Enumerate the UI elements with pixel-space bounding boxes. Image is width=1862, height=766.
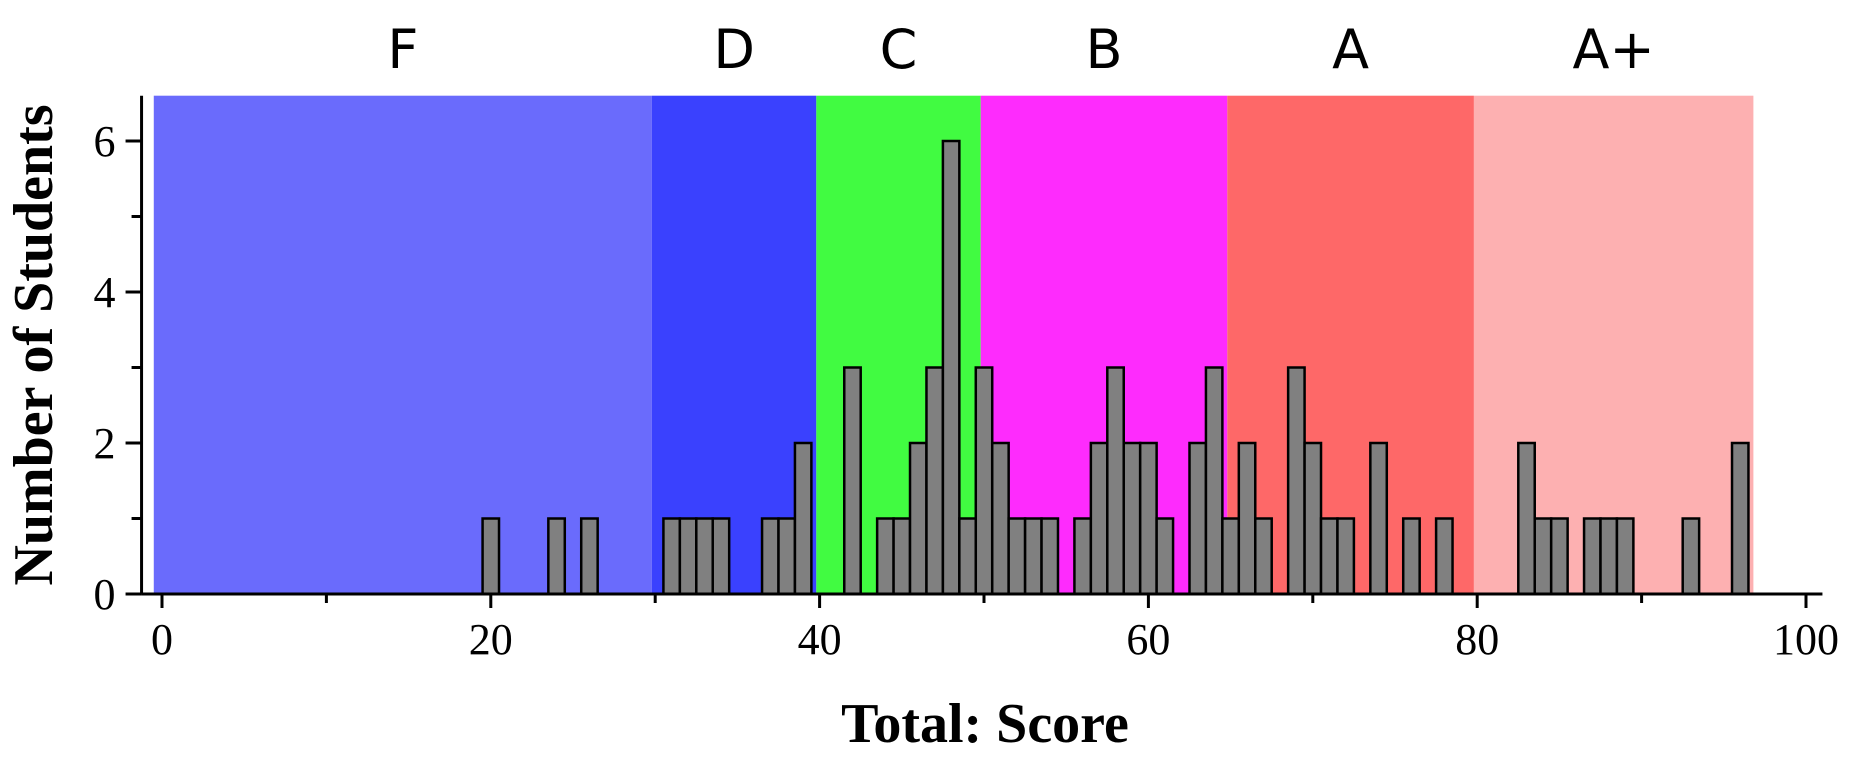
histogram-bar (1615, 517, 1635, 596)
histogram-bar (1188, 441, 1208, 596)
histogram-bar (1204, 366, 1224, 596)
x-axis-title: Total: Score (841, 693, 1129, 755)
histogram-bar (547, 517, 567, 596)
histogram-bar (875, 517, 895, 596)
histogram-bar (1155, 517, 1175, 596)
histogram-bar (1286, 366, 1306, 596)
histogram-bar (1549, 517, 1569, 596)
histogram-bar (1007, 517, 1027, 596)
histogram-bar (843, 366, 862, 596)
grade-band-5 (1227, 95, 1474, 594)
histogram-bar (1089, 441, 1109, 596)
grade-band-2 (651, 95, 817, 594)
histogram-bar (1040, 517, 1060, 596)
y-tick-label: 2 (94, 419, 116, 468)
histogram-bar (1599, 517, 1619, 596)
histogram-bar (908, 441, 928, 596)
histogram-bar (1073, 517, 1093, 596)
histogram-bar (1237, 441, 1257, 596)
histogram-bar (777, 517, 797, 596)
histogram-bar (1730, 441, 1750, 596)
histogram-bar (662, 517, 682, 596)
histogram-bar (941, 139, 961, 596)
histogram-bar (760, 517, 780, 596)
histogram-bar (1336, 517, 1356, 596)
histogram-bar (1122, 441, 1142, 596)
grade-bands (153, 95, 1754, 594)
histogram-bar (793, 441, 813, 596)
grade-band-label: F (387, 18, 418, 81)
histogram-bar (711, 517, 731, 596)
grade-band-label: A+ (1573, 18, 1655, 81)
axes (140, 95, 1823, 596)
grade-band-1 (153, 95, 652, 594)
histogram-bar (1303, 441, 1323, 596)
histogram-bar (925, 366, 945, 596)
y-tick-label: 0 (94, 570, 116, 619)
x-tick-label: 80 (1455, 615, 1499, 664)
grade-band-labels: F D C B A A+ (387, 18, 1654, 81)
histogram-bar (1319, 517, 1339, 596)
histogram-bar (958, 517, 978, 596)
histogram-bar (1533, 517, 1553, 596)
histogram-bar (579, 517, 599, 596)
x-tick-label: 20 (469, 615, 513, 664)
histogram-bar (481, 517, 501, 596)
x-tick-label: 60 (1126, 615, 1170, 664)
x-tick-label: 0 (151, 615, 173, 664)
histogram-bar (1369, 441, 1389, 596)
histogram-bar (1517, 441, 1536, 596)
histogram-bar (1681, 517, 1701, 596)
histogram-bar (1138, 441, 1158, 596)
histogram-bar (974, 366, 994, 596)
grade-band-label: A (1332, 18, 1369, 81)
histogram-bar (1434, 517, 1454, 596)
histogram-bar (1254, 517, 1273, 596)
histogram-bar (892, 517, 912, 596)
grade-band-label: D (713, 18, 755, 81)
grade-band-label: C (880, 18, 918, 81)
y-tick-label: 4 (94, 268, 116, 317)
y-tick-label: 6 (94, 117, 116, 166)
y-axis-title: Number of Students (3, 104, 65, 585)
histogram-bar (990, 441, 1010, 596)
axis-ticks: 0 20 40 60 80 100 0 2 4 6 (94, 117, 1839, 664)
histogram-bar (695, 517, 714, 596)
histogram-bar (678, 517, 698, 596)
histogram-bar (1221, 517, 1241, 596)
histogram-bar (1023, 517, 1043, 596)
histogram-bar (1582, 517, 1602, 596)
histogram-bar (1106, 366, 1125, 596)
histogram-bar (1401, 517, 1421, 596)
grade-band-label: B (1085, 18, 1122, 81)
x-tick-label: 100 (1773, 615, 1839, 664)
x-tick-label: 40 (798, 615, 842, 664)
